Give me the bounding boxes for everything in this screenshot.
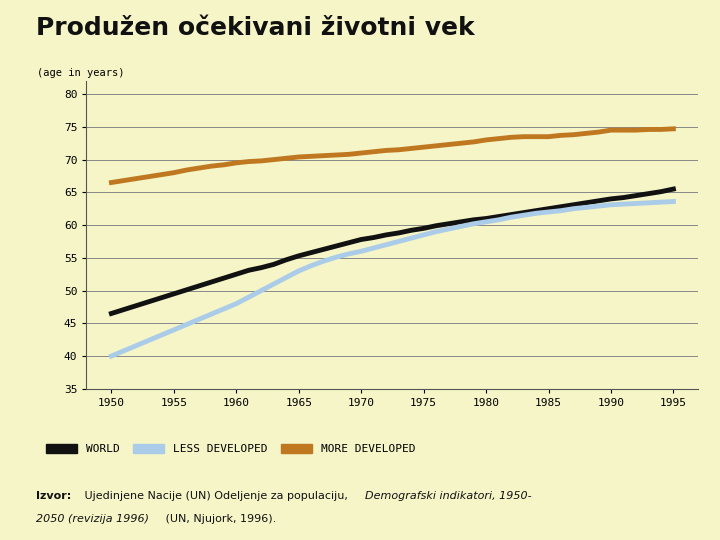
Text: Produžen očekivani životni vek: Produžen očekivani životni vek [36,16,474,40]
Text: (age in years): (age in years) [37,68,125,78]
Text: (UN, Njujork, 1996).: (UN, Njujork, 1996). [162,514,276,524]
Text: Demografski indikatori, 1950-: Demografski indikatori, 1950- [365,491,531,502]
Text: Izvor:: Izvor: [36,491,71,502]
Text: 2050 (revizija 1996): 2050 (revizija 1996) [36,514,149,524]
Legend: WORLD, LESS DEVELOPED, MORE DEVELOPED: WORLD, LESS DEVELOPED, MORE DEVELOPED [42,440,420,459]
Text: Ujedinjene Nacije (UN) Odeljenje za populaciju,: Ujedinjene Nacije (UN) Odeljenje za popu… [81,491,351,502]
